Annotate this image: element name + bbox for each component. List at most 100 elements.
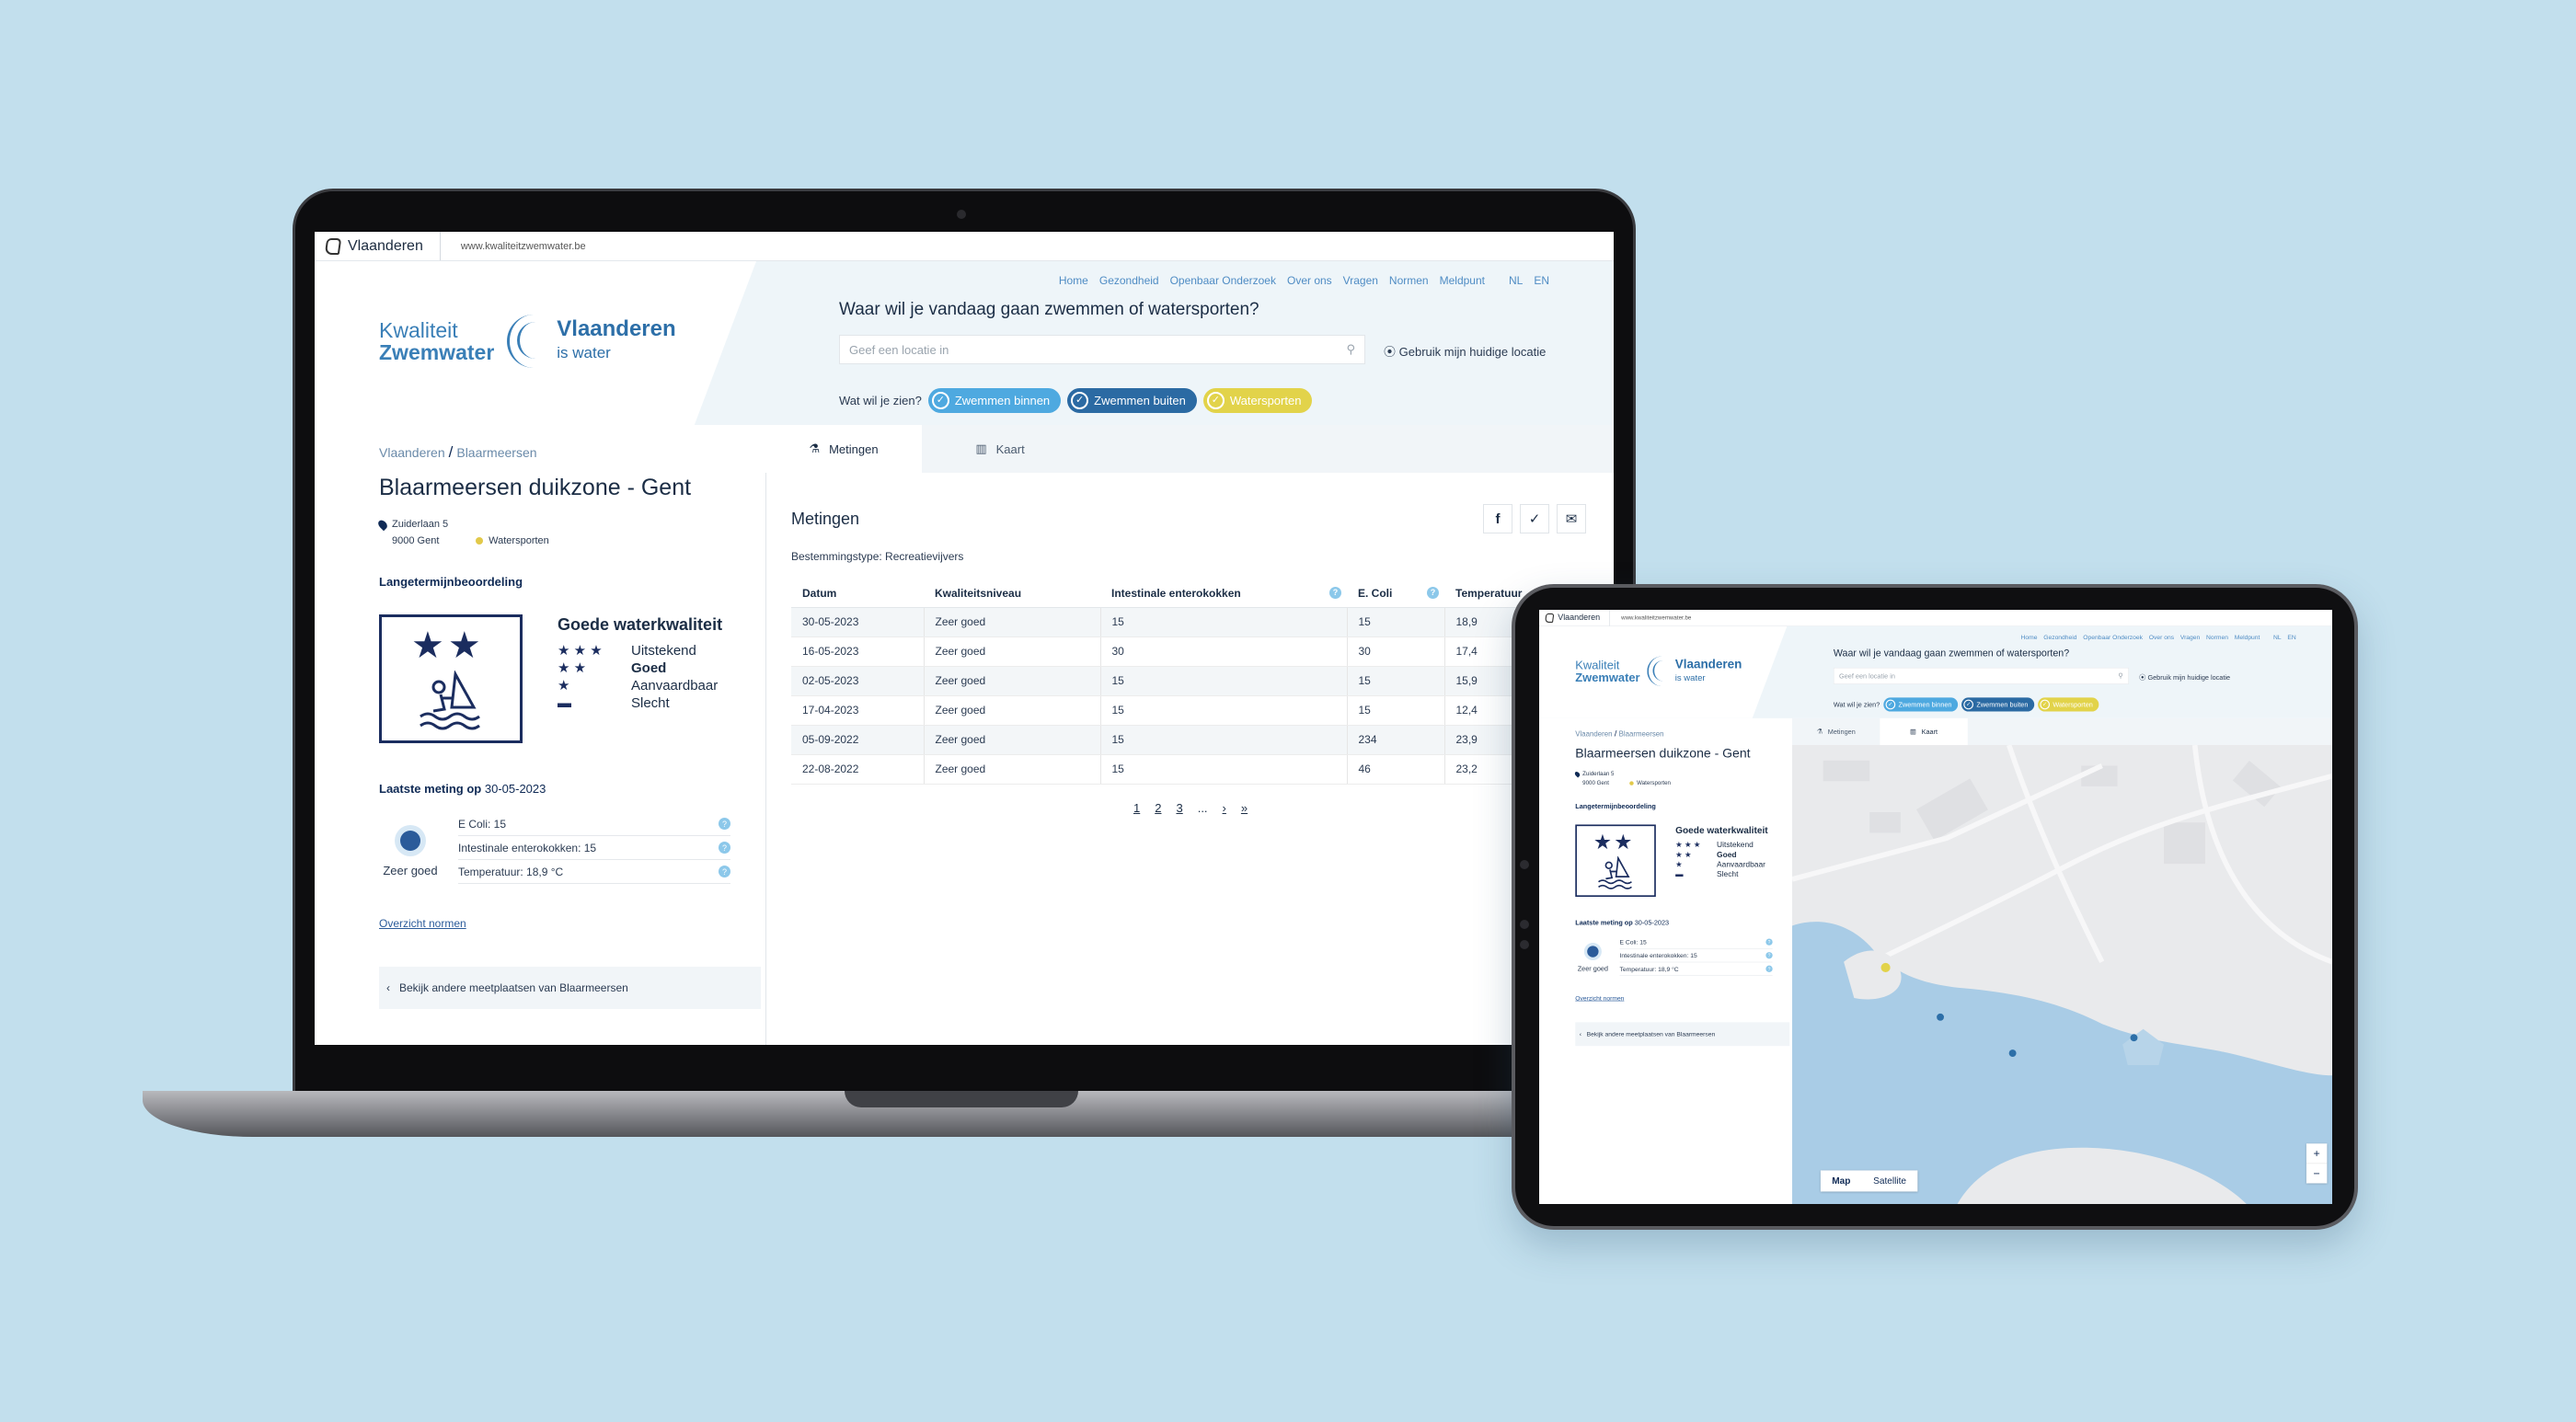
site-logo[interactable]: Kwaliteit Zwemwater Vlaanderen is water <box>1575 656 1742 687</box>
map-icon: ▥ <box>975 442 987 455</box>
norms-link[interactable]: Overzicht normen <box>379 917 466 930</box>
map-marker-selected[interactable] <box>1880 962 1891 972</box>
main-nav: Home Gezondheid Openbaar Onderzoek Over … <box>2021 634 2296 641</box>
long-term-heading: Langetermijnbeoordeling <box>379 575 523 589</box>
back-link[interactable]: ‹ Bekijk andere meetplaatsen van Blaarmee… <box>379 967 761 1009</box>
mail-icon[interactable]: ✉ <box>1557 504 1586 533</box>
search-icon[interactable]: ⚲ <box>2118 671 2123 680</box>
main-nav: Home Gezondheid Openbaar Onderzoek Over … <box>1059 274 1549 287</box>
nav-openbaar-onderzoek[interactable]: Openbaar Onderzoek <box>2083 633 2144 641</box>
filter-zwemmen-buiten[interactable]: ✓ Zwemmen buiten <box>1067 388 1197 413</box>
help-icon[interactable]: ? <box>1765 965 1773 972</box>
nav-gezondheid[interactable]: Gezondheid <box>1098 274 1159 287</box>
nav-home[interactable]: Home <box>2020 633 2038 641</box>
page-link[interactable]: 2 <box>1155 800 1162 815</box>
filter-zwemmen-binnen[interactable]: ✓ Zwemmen binnen <box>927 388 1062 413</box>
nav-meldpunt[interactable]: Meldpunt <box>2234 633 2260 641</box>
nav-home[interactable]: Home <box>1058 274 1088 287</box>
twitter-icon[interactable]: ✓ <box>1520 504 1549 533</box>
search-input[interactable]: Geef een locatie in ⚲ <box>1833 667 2129 684</box>
help-icon[interactable]: ? <box>719 842 730 854</box>
help-icon[interactable]: ? <box>719 818 730 830</box>
nav-openbaar-onderzoek[interactable]: Openbaar Onderzoek <box>1169 274 1276 287</box>
filter-watersporten[interactable]: ✓ Watersporten <box>2038 697 2099 712</box>
page-link[interactable]: › <box>1222 800 1226 815</box>
search-icon[interactable]: ⚲ <box>1346 342 1355 356</box>
tab-bar: ⚗ Metingen ▥ Kaart <box>1791 717 2332 746</box>
measurement-row: Intestinale enterokokken: 15? <box>1619 949 1773 963</box>
nav-normen[interactable]: Normen <box>1388 274 1429 287</box>
bestemmingstype: Bestemmingstype: Recreatievijvers <box>791 550 964 563</box>
search-question: Waar wil je vandaag gaan zwemmen of wate… <box>839 300 1259 319</box>
filter-zwemmen-binnen[interactable]: ✓ Zwemmen binnen <box>1883 697 1959 712</box>
table-row: 05-09-2022 Zeer goed 15 234 23,9 <box>791 725 1556 755</box>
nav-vragen[interactable]: Vragen <box>1342 274 1378 287</box>
zoom-out-button[interactable]: − <box>2306 1163 2328 1184</box>
table-cell: 30 <box>1347 636 1445 667</box>
level-aanvaardbaar: Aanvaardbaar <box>631 678 719 694</box>
region-label[interactable]: Vlaanderen <box>1558 613 1601 623</box>
col-enterokokken[interactable]: Intestinale enterokokken ? <box>1100 579 1347 608</box>
breadcrumb: Vlaanderen / Blaarmeersen <box>1575 728 1664 739</box>
col-datum[interactable]: Datum <box>791 579 924 608</box>
breadcrumb-blaarmeersen[interactable]: Blaarmeersen <box>456 445 537 460</box>
watersport-dot-icon <box>476 537 484 545</box>
tab-kaart[interactable]: ▥ Kaart <box>1880 717 1968 746</box>
last-measurement-date: 30-05-2023 <box>1634 918 1670 927</box>
lang-en[interactable]: EN <box>1534 274 1549 287</box>
map-button[interactable]: Map <box>1832 1175 1851 1187</box>
lang-nl[interactable]: NL <box>2273 633 2282 641</box>
breadcrumb-vlaanderen[interactable]: Vlaanderen <box>1575 729 1613 739</box>
region-label[interactable]: Vlaanderen <box>348 237 423 254</box>
map-marker[interactable] <box>2130 1034 2138 1042</box>
map[interactable]: Map Satellite + − <box>1791 745 2332 1204</box>
site-logo[interactable]: Kwaliteit Zwemwater Vlaanderen is water <box>379 315 676 368</box>
satellite-button[interactable]: Satellite <box>1873 1175 1907 1187</box>
site-url: www.kwaliteitzwemwater.be <box>460 240 586 252</box>
tab-kaart[interactable]: ▥ Kaart <box>922 425 1078 473</box>
help-icon[interactable]: ? <box>1765 952 1773 959</box>
metingen-heading: Metingen <box>791 509 860 528</box>
current-location-button[interactable]: ⦿ Gebruik mijn huidige locatie <box>2139 671 2230 682</box>
map-canvas[interactable] <box>1791 745 2332 1204</box>
nav-meldpunt[interactable]: Meldpunt <box>1439 274 1485 287</box>
table-cell: 05-09-2022 <box>791 725 925 755</box>
map-marker[interactable] <box>1937 1013 1944 1021</box>
breadcrumb-vlaanderen[interactable]: Vlaanderen <box>379 445 445 460</box>
site: Vlaanderen www.kwaliteitzwemwater.be Kwa… <box>315 232 1614 1045</box>
facebook-icon[interactable]: f <box>1483 504 1512 533</box>
page-link[interactable]: » <box>1240 800 1248 815</box>
tab-metingen[interactable]: ⚗ Metingen <box>1792 718 1880 745</box>
search-input[interactable]: Geef een locatie in ⚲ <box>839 335 1365 364</box>
nav-over-ons[interactable]: Over ons <box>1286 274 1332 287</box>
page-link[interactable]: 3 <box>1176 800 1183 815</box>
tab-metingen[interactable]: ⚗ Metingen <box>765 425 922 473</box>
back-link[interactable]: ‹ Bekijk andere meetplaatsen van Blaarmee… <box>1575 1022 1790 1047</box>
measurement-row: Temperatuur: 18,9 °C? <box>1619 962 1773 976</box>
zoom-in-button[interactable]: + <box>2313 1146 2320 1160</box>
help-icon[interactable]: ? <box>1427 586 1439 599</box>
nav-normen[interactable]: Normen <box>2206 633 2228 641</box>
one-star-icon: ★ <box>558 678 570 694</box>
logo-line2: Zwemwater <box>379 340 495 364</box>
filter-zwemmen-buiten[interactable]: ✓ Zwemmen buiten <box>1961 697 2035 712</box>
lang-nl[interactable]: NL <box>1508 274 1524 287</box>
address-type: Watersporten <box>1637 780 1671 786</box>
page-link[interactable]: 1 <box>1133 800 1141 815</box>
map-marker[interactable] <box>2008 1049 2017 1057</box>
col-ecoli[interactable]: E. Coli ? <box>1347 579 1444 608</box>
breadcrumb-blaarmeersen[interactable]: Blaarmeersen <box>1618 729 1664 739</box>
nav-gezondheid[interactable]: Gezondheid <box>2043 633 2077 641</box>
help-icon[interactable]: ? <box>719 866 730 877</box>
col-kwaliteit[interactable]: Kwaliteitsniveau <box>924 579 1100 608</box>
nav-vragen[interactable]: Vragen <box>2179 633 2201 641</box>
current-location-button[interactable]: ⦿ Gebruik mijn huidige locatie <box>1384 342 1546 360</box>
last-measurement-label: Laatste meting op <box>379 782 482 796</box>
help-icon[interactable]: ? <box>1329 586 1341 599</box>
lang-en[interactable]: EN <box>2287 633 2296 641</box>
norms-link[interactable]: Overzicht normen <box>1575 994 1625 1002</box>
help-icon[interactable]: ? <box>1765 938 1773 946</box>
logo-line1: Kwaliteit <box>1575 658 1620 672</box>
nav-over-ons[interactable]: Over ons <box>2148 633 2175 641</box>
filter-watersporten[interactable]: ✓ Watersporten <box>1202 388 1313 413</box>
